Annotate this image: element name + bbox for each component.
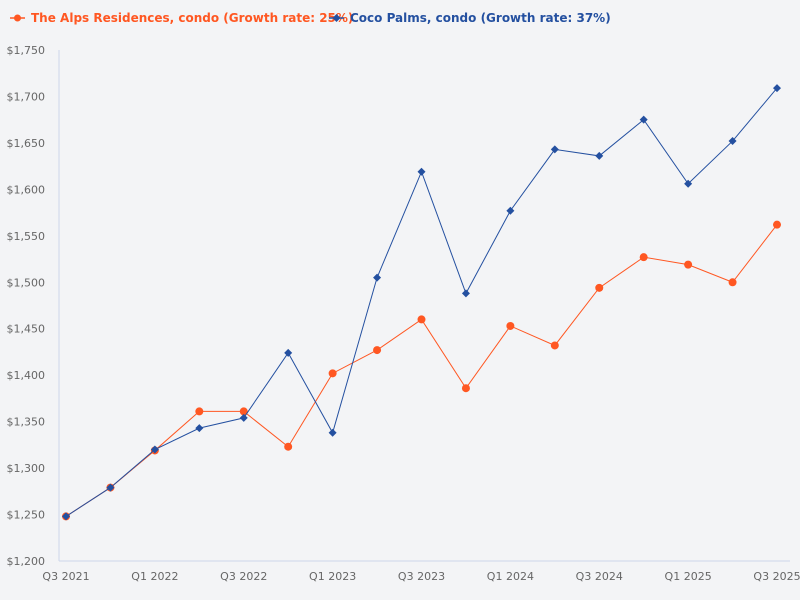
series-alps-residences bbox=[62, 220, 781, 521]
y-tick-label: $1,700 bbox=[7, 90, 46, 103]
legend-item-coco-palms[interactable]: Coco Palms, condo (Growth rate: 37%) bbox=[329, 11, 611, 25]
y-tick-label: $1,300 bbox=[7, 462, 46, 475]
y-tick-label: $1,600 bbox=[7, 183, 46, 196]
y-tick-label: $1,400 bbox=[7, 369, 46, 382]
y-tick-label: $1,500 bbox=[7, 276, 46, 289]
data-point[interactable] bbox=[684, 179, 693, 188]
data-point[interactable] bbox=[284, 348, 293, 357]
legend-label: The Alps Residences, condo (Growth rate:… bbox=[31, 11, 353, 25]
y-tick-label: $1,650 bbox=[7, 137, 46, 150]
x-tick-label: Q1 2024 bbox=[487, 570, 534, 583]
data-point[interactable] bbox=[239, 413, 248, 422]
x-tick-label: Q3 2023 bbox=[398, 570, 445, 583]
series-line bbox=[65, 87, 778, 517]
data-point[interactable] bbox=[773, 84, 781, 93]
data-point[interactable] bbox=[328, 369, 337, 378]
data-point[interactable] bbox=[461, 289, 470, 298]
x-tick-label: Q1 2025 bbox=[665, 570, 712, 583]
data-point[interactable] bbox=[150, 445, 159, 454]
data-point[interactable] bbox=[506, 321, 515, 330]
y-tick-label: $1,200 bbox=[7, 555, 46, 568]
legend-item-alps[interactable]: The Alps Residences, condo (Growth rate:… bbox=[10, 11, 353, 25]
data-point[interactable] bbox=[373, 273, 382, 282]
data-point[interactable] bbox=[239, 407, 248, 416]
x-tick-label: Q3 2022 bbox=[220, 570, 267, 583]
data-point[interactable] bbox=[639, 115, 648, 124]
data-point[interactable] bbox=[106, 483, 115, 492]
data-point[interactable] bbox=[595, 151, 604, 160]
data-point[interactable] bbox=[639, 253, 648, 262]
legend-marker-circle bbox=[14, 14, 21, 22]
data-point[interactable] bbox=[417, 315, 426, 324]
data-point[interactable] bbox=[461, 384, 470, 393]
y-tick-label: $1,350 bbox=[7, 416, 46, 429]
data-point[interactable] bbox=[684, 260, 693, 269]
data-point[interactable] bbox=[773, 220, 781, 229]
y-tick-label: $1,750 bbox=[7, 44, 46, 57]
y-tick-label: $1,550 bbox=[7, 230, 46, 243]
data-point[interactable] bbox=[284, 442, 293, 451]
data-point[interactable] bbox=[195, 407, 204, 416]
legend: The Alps Residences, condo (Growth rate:… bbox=[10, 11, 611, 25]
legend-marker-diamond bbox=[332, 14, 341, 22]
data-point[interactable] bbox=[728, 137, 737, 146]
data-point[interactable] bbox=[506, 206, 515, 215]
data-point[interactable] bbox=[595, 283, 604, 292]
x-tick-label: Q3 2025 bbox=[753, 570, 800, 583]
x-tick-label: Q1 2022 bbox=[131, 570, 178, 583]
data-point[interactable] bbox=[62, 512, 70, 521]
series-coco-palms bbox=[62, 84, 781, 521]
data-point[interactable] bbox=[373, 346, 382, 355]
data-point[interactable] bbox=[550, 341, 559, 350]
data-point[interactable] bbox=[328, 428, 337, 437]
y-tick-label: $1,250 bbox=[7, 509, 46, 522]
data-point[interactable] bbox=[550, 145, 559, 154]
data-point[interactable] bbox=[417, 167, 426, 176]
data-point[interactable] bbox=[195, 424, 204, 433]
y-tick-label: $1,450 bbox=[7, 323, 46, 336]
x-tick-label: Q1 2023 bbox=[309, 570, 356, 583]
series-line bbox=[65, 224, 778, 517]
x-tick-label: Q3 2024 bbox=[576, 570, 623, 583]
x-tick-label: Q3 2021 bbox=[42, 570, 89, 583]
data-point[interactable] bbox=[728, 278, 737, 287]
legend-label: Coco Palms, condo (Growth rate: 37%) bbox=[350, 11, 611, 25]
